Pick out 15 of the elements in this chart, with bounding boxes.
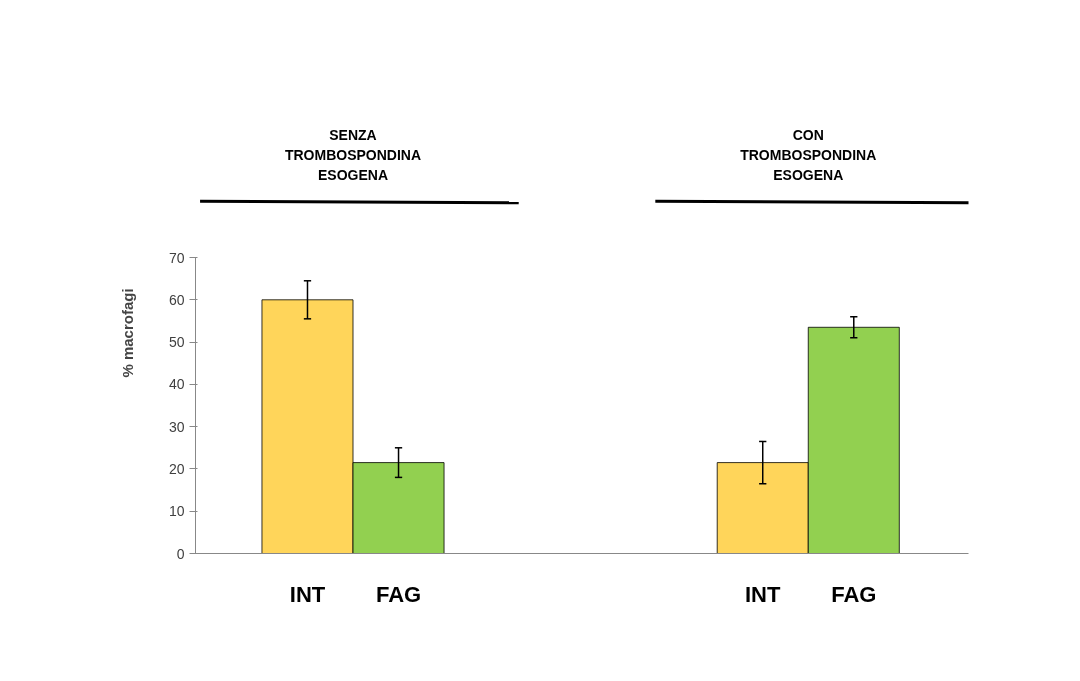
y-tick-label: 60: [168, 291, 185, 308]
x-tick-label: FAG: [375, 581, 422, 607]
y-tick-label: 50: [168, 334, 185, 351]
text: SENZA TROMBOSPONDINA ESOGENA: [284, 127, 422, 184]
y-tick-label: 20: [168, 460, 185, 477]
y-tick-label: 0: [176, 545, 185, 562]
x-tick-label: INT: [289, 581, 326, 607]
y-tick-label: 70: [168, 249, 185, 266]
y-tick-label: 30: [168, 418, 185, 435]
y-axis-title: % macrofagi: [118, 288, 136, 378]
x-tick-label: INT: [745, 581, 782, 607]
y-tick-label: 10: [168, 503, 185, 520]
x-tick-label: FAG: [831, 581, 877, 607]
text: CON TROMBOSPONDINA ESOGENA: [740, 127, 877, 184]
y-tick-label: 40: [168, 376, 185, 393]
